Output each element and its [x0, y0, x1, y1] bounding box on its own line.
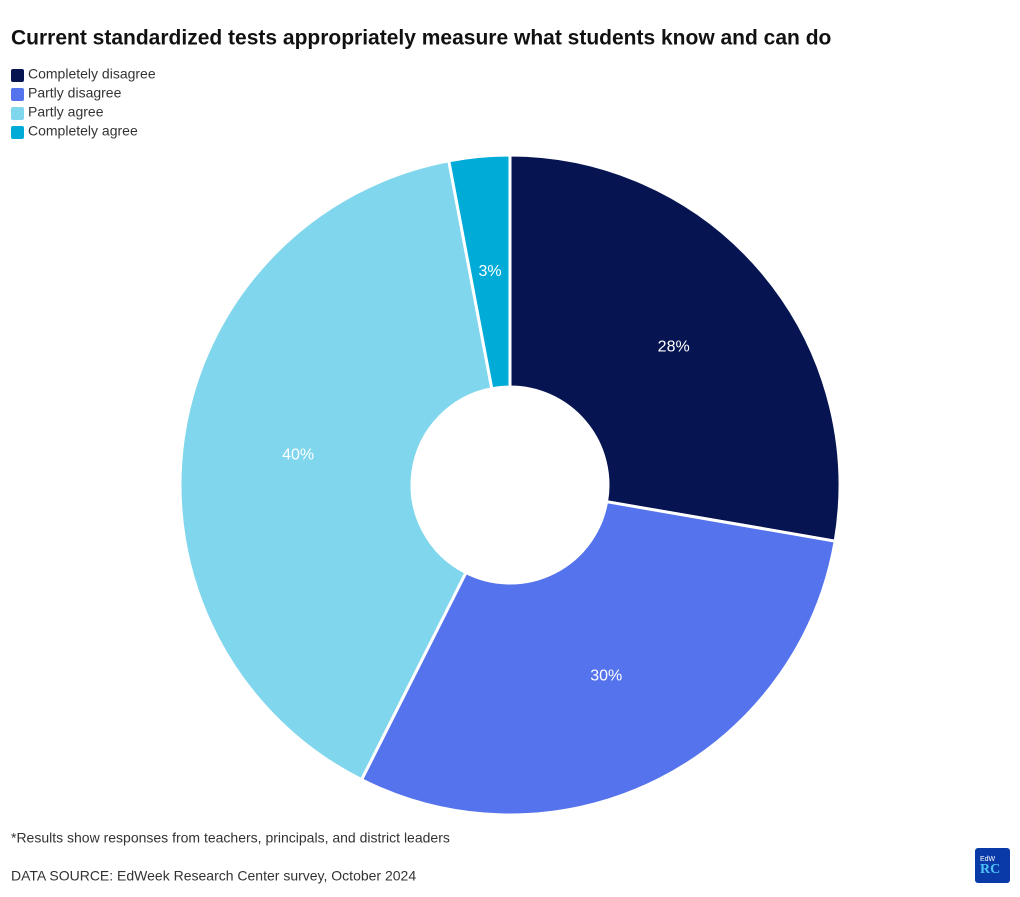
- legend-swatch: [11, 107, 24, 120]
- legend-label: Partly disagree: [28, 85, 122, 101]
- value-label: 40%: [282, 446, 314, 463]
- legend-label: Completely disagree: [28, 66, 156, 82]
- logo: [975, 848, 1010, 883]
- slice: [447, 153, 512, 391]
- logo-top: EdW: [980, 856, 996, 863]
- slice: [178, 158, 494, 782]
- slice: [359, 499, 837, 817]
- legend-label: Partly agree: [28, 104, 104, 120]
- source: DATA SOURCE: EdWeek Research Center surv…: [11, 868, 416, 884]
- chart-title: Current standardized tests appropriately…: [11, 27, 831, 50]
- value-label: 30%: [590, 667, 622, 684]
- slice: [508, 153, 842, 543]
- value-label: 28%: [658, 338, 690, 355]
- footnote: *Results show responses from teachers, p…: [11, 830, 450, 846]
- legend-swatch: [11, 69, 24, 82]
- value-label: 3%: [478, 263, 501, 280]
- legend-swatch: [11, 126, 24, 139]
- legend-swatch: [11, 88, 24, 101]
- legend-label: Completely agree: [28, 123, 138, 139]
- logo-bottom: RC: [980, 862, 1000, 877]
